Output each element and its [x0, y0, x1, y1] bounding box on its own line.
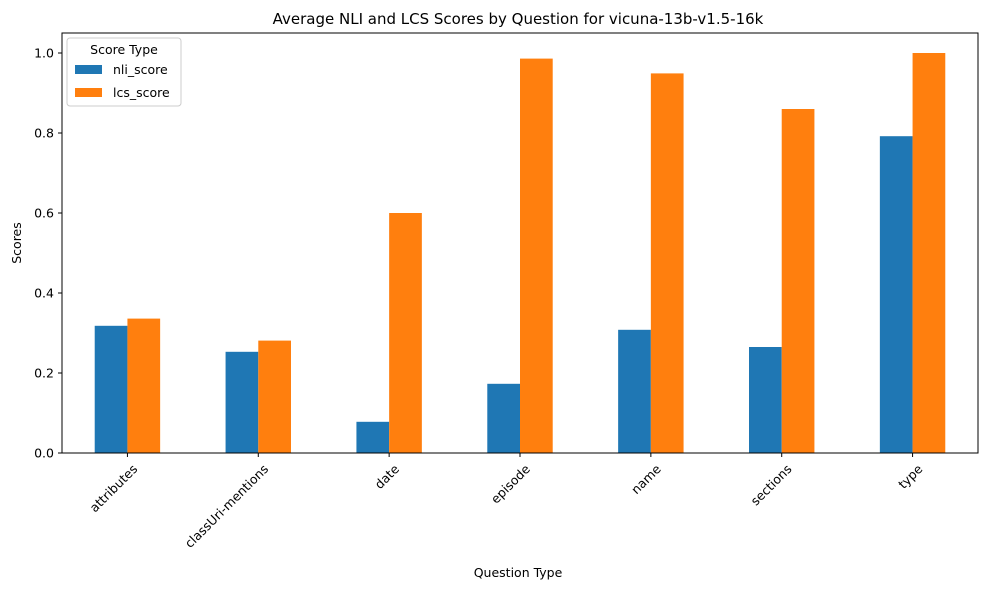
- bar-nli-score-sections: [749, 347, 782, 453]
- bar-nli-score-attributes: [94, 325, 128, 453]
- bar-lcs-score-classuri-mentions: [258, 340, 291, 453]
- bar-nli-score-name: [618, 329, 651, 453]
- y-tick-label: 0.6: [34, 206, 54, 221]
- y-tick-label: 0.8: [34, 126, 54, 141]
- chart-title: Average NLI and LCS Scores by Question f…: [273, 10, 764, 28]
- legend-label-nli-score: nli_score: [113, 62, 168, 77]
- bar-nli-score-classuri-mentions: [225, 351, 259, 453]
- bar-lcs-score-type: [912, 53, 946, 453]
- bar-lcs-score-episode: [520, 58, 553, 453]
- y-tick-label: 1.0: [34, 46, 54, 61]
- bar-lcs-score-sections: [781, 109, 815, 453]
- x-tick-label-type: type: [895, 461, 926, 492]
- bar-nli-score-date: [356, 421, 390, 453]
- plot-area: 0.0 0.2 0.4 0.6 0.8 1.0 attributes classUri-men…: [34, 32, 979, 551]
- legend-swatch-lcs-score: [75, 88, 102, 97]
- legend-label-lcs-score: lcs_score: [113, 85, 170, 100]
- x-tick-label-episode: episode: [488, 461, 533, 506]
- x-axis-label: Question Type: [474, 565, 563, 580]
- y-tick-label: 0.2: [34, 366, 54, 381]
- legend: Score Type nli_score lcs_score: [66, 37, 182, 107]
- legend-title: Score Type: [90, 42, 158, 57]
- y-tick-label: 0.4: [34, 286, 54, 301]
- bar-lcs-score-attributes: [127, 318, 161, 453]
- bar-nli-score-episode: [487, 383, 520, 453]
- legend-swatch-nli-score: [75, 65, 102, 74]
- x-tick-label-classuri-mentions: classUri-mentions: [182, 461, 271, 550]
- bar-lcs-score-name: [650, 73, 684, 454]
- y-tick-label: 0.0: [34, 446, 54, 461]
- x-tick-label-date: date: [372, 461, 403, 492]
- bar-lcs-score-date: [389, 213, 422, 453]
- bar-nli-score-type: [879, 136, 913, 453]
- x-tick-label-attributes: attributes: [87, 461, 141, 515]
- y-axis-label: Scores: [9, 222, 24, 264]
- x-tick-label-name: name: [628, 461, 664, 497]
- x-tick-label-sections: sections: [748, 461, 795, 508]
